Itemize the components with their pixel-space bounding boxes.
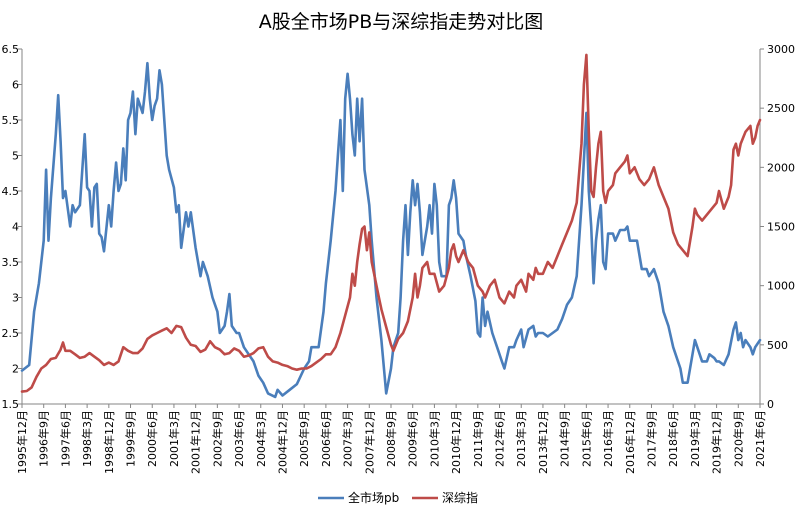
left-tick-label: 4.5 — [2, 185, 20, 198]
left-tick-label: 5 — [12, 150, 19, 163]
x-tick-label: 2007年12月 — [362, 410, 376, 474]
series-layer — [20, 53, 762, 399]
x-tick-label: 2019年3月 — [688, 410, 702, 467]
chart-title: A股全市场PB与深综指走势对比图 — [259, 11, 544, 33]
left-tick-label: 2 — [12, 363, 19, 376]
right-tick-label: 1000 — [767, 280, 795, 293]
right-tick-label: 2000 — [767, 161, 795, 174]
x-tick-label: 2015年6月 — [579, 410, 593, 467]
left-tick-label: 1.5 — [2, 398, 20, 411]
x-tick-label: 2000年6月 — [145, 410, 159, 467]
right-tick-label: 0 — [767, 398, 774, 411]
x-tick-label: 1997年6月 — [58, 410, 72, 467]
x-tick-label: 2020年9月 — [731, 410, 745, 467]
x-tick-label: 2004年3月 — [254, 410, 268, 467]
x-tick-label: 2016年3月 — [601, 410, 615, 467]
x-axis: 1995年12月 1996年9月 1997年6月 1998年3月 1998年12月 199… — [15, 404, 767, 474]
left-tick-label: 2.5 — [2, 327, 20, 340]
x-tick-label: 1996年9月 — [37, 410, 51, 467]
x-tick-label: 2004年12月 — [275, 410, 289, 474]
left-tick-label: 6 — [12, 79, 19, 92]
x-tick-label: 2010年3月 — [427, 410, 441, 467]
x-tick-label: 1998年3月 — [80, 410, 94, 467]
x-tick-label: 2001年3月 — [167, 410, 181, 467]
x-tick-label: 2012年6月 — [493, 410, 507, 467]
legend: 全市场pb 深综指 — [318, 490, 478, 505]
right-tick-label: 1500 — [767, 221, 795, 234]
x-tick-label: 2021年6月 — [753, 410, 767, 467]
x-tick-label: 2006年6月 — [319, 410, 333, 467]
x-tick-label: 2017年9月 — [644, 410, 658, 467]
right-tick-label: 500 — [767, 339, 788, 352]
left-y-axis: 1.5 2 2.5 3 3.5 4 4.5 5 5.5 6 6.5 — [2, 43, 22, 411]
x-tick-label: 2014年9月 — [558, 410, 572, 467]
x-tick-label: 1999年9月 — [124, 410, 138, 467]
right-tick-label: 3000 — [767, 43, 795, 56]
right-y-axis: 0 500 1000 1500 2000 2500 3000 — [760, 43, 795, 411]
left-tick-label: 5.5 — [2, 114, 20, 127]
x-tick-label: 2007年3月 — [341, 410, 355, 467]
x-tick-label: 1998年12月 — [102, 410, 116, 474]
x-tick-label: 2013年12月 — [536, 410, 550, 474]
x-tick-label: 2003年6月 — [232, 410, 246, 467]
left-tick-label: 3.5 — [2, 256, 20, 269]
x-tick-label: 2013年3月 — [514, 410, 528, 467]
x-tick-label: 2010年12月 — [449, 410, 463, 474]
left-tick-label: 6.5 — [2, 43, 20, 56]
x-tick-label: 1995年12月 — [15, 410, 29, 474]
left-tick-label: 4 — [12, 221, 19, 234]
x-tick-label: 2016年12月 — [623, 410, 637, 474]
legend-label-szzs: 深综指 — [442, 490, 478, 505]
legend-label-pb: 全市场pb — [348, 490, 399, 505]
right-tick-label: 2500 — [767, 102, 795, 115]
x-tick-label: 2002年9月 — [210, 410, 224, 467]
series-line-szzs — [20, 53, 762, 393]
x-tick-label: 2008年9月 — [384, 410, 398, 467]
left-tick-label: 3 — [12, 292, 19, 305]
x-tick-label: 2018年6月 — [666, 410, 680, 467]
x-tick-label: 2019年12月 — [710, 410, 724, 474]
x-tick-label: 2011年9月 — [471, 410, 485, 467]
series-line-pb — [20, 61, 762, 399]
x-tick-label: 2009年6月 — [406, 410, 420, 467]
x-tick-label: 2001年12月 — [189, 410, 203, 474]
x-tick-label: 2005年9月 — [297, 410, 311, 467]
